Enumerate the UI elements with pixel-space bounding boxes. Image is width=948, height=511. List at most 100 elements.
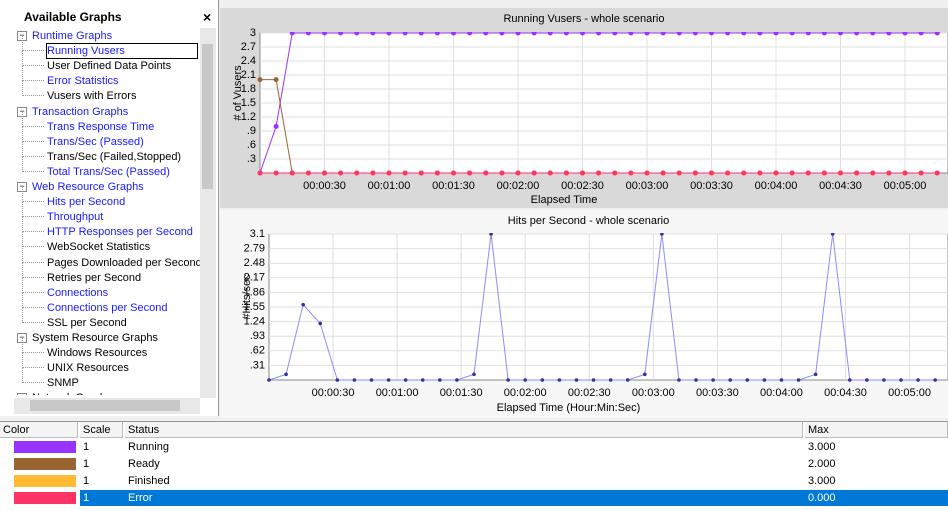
x-tick-label: 00:03:30 [690,180,733,192]
tree-item[interactable]: HTTP Responses per Second [47,226,193,239]
tree-item[interactable]: WebSocket Statistics [47,241,151,254]
tree-item[interactable]: Trans/Sec (Passed) [47,135,144,148]
data-point [563,170,569,176]
column-header: Status [125,422,803,438]
data-point [451,32,456,36]
x-axis-label: Elapsed Time (Hour:Min:Sec) [497,402,641,414]
x-tick-label: 00:03:00 [632,387,675,399]
status-cell[interactable]: Finished [128,475,170,487]
y-axis-label: #Hits/sec [241,274,253,320]
scale-cell[interactable]: 1 [83,441,90,453]
close-button[interactable]: × [203,9,212,25]
data-point [745,378,750,382]
vertical-scrollbar[interactable] [200,28,216,398]
x-tick-label: 00:02:00 [497,180,540,192]
tree-item[interactable]: Throughput [47,211,104,224]
data-point [523,378,528,382]
status-cell[interactable]: Running [128,441,169,453]
tree-item[interactable]: UNIX Resources [47,362,129,375]
data-point [711,378,715,382]
color-swatch [14,458,76,470]
y-axis-label: # of Vusers [232,65,244,121]
tree-item[interactable]: Error Statistics [47,75,119,88]
data-point [472,372,476,377]
tree-item[interactable]: System Resource Graphs [32,332,158,344]
tree-item[interactable]: Vusers with Errors [47,90,137,103]
charts-area: Running Vusers - whole scenario Elapsed T… [220,8,948,418]
data-point [338,32,344,36]
tree-item[interactable]: Connections [47,286,109,299]
data-point [694,378,698,382]
x-tick-label: 00:03:30 [696,387,739,399]
y-tick-label: 2.1 [241,69,256,81]
data-point [386,378,391,382]
max-cell[interactable]: 2.000 [808,458,836,470]
graph-tree-panel: Available Graphs × − Runtime Graphs Runnin… [0,0,219,416]
max-cell[interactable]: 3.000 [808,441,836,453]
color-swatch [14,475,76,487]
data-point [267,378,271,382]
scale-cell[interactable]: 1 [83,492,90,504]
color-swatch [14,441,76,453]
data-point [934,32,940,36]
tree-item[interactable]: Running Vusers [46,43,198,60]
data-point [455,378,459,382]
data-point [580,170,585,176]
tree-item[interactable]: Trans Response Time [47,120,155,133]
x-tick-label: 00:01:00 [368,180,411,192]
data-point [882,378,886,382]
tree-item[interactable]: Total Trans/Sec (Passed) [47,165,170,178]
data-point [354,170,360,176]
data-point [438,378,442,382]
tree-item[interactable]: SNMP [47,377,79,390]
tree-item[interactable]: Trans/Sec (Failed,Stopped) [47,150,182,163]
data-point [854,170,860,176]
tree-item[interactable]: Connections per Second [47,301,168,314]
tree-item[interactable]: User Defined Data Points [47,60,172,73]
tree-item[interactable]: Runtime Graphs [32,30,113,42]
data-point [741,32,747,36]
data-point [660,32,666,36]
tree-item[interactable]: Web Resource Graphs [32,181,144,193]
data-point [644,170,650,176]
data-point [886,170,892,176]
data-point [757,32,763,36]
data-point [531,32,537,36]
scale-cell[interactable]: 1 [83,475,90,487]
x-tick-label: 00:04:30 [819,180,862,192]
tree-item[interactable]: Network Graphs [32,391,111,395]
data-point [402,32,408,36]
expand-toggle[interactable]: − [17,393,27,395]
data-point [838,32,843,36]
data-point [916,378,920,382]
max-cell[interactable]: 0.000 [808,492,836,504]
data-point [354,32,360,36]
x-tick-label: 00:00:30 [303,180,346,192]
tree-item[interactable]: Hits per Second [47,196,126,209]
tree-item[interactable]: Pages Downloaded per Second [47,256,200,269]
data-point [676,170,682,176]
data-point [865,378,869,382]
tree-item[interactable]: Windows Resources [47,347,148,360]
x-tick-label: 00:04:30 [824,387,867,399]
max-cell[interactable]: 3.000 [808,475,836,487]
data-point [434,170,440,176]
data-point [789,32,795,36]
status-cell[interactable]: Error [128,492,153,504]
tree-item[interactable]: SSL per Second [47,316,127,329]
status-cell[interactable]: Ready [128,458,160,470]
tree-connector [22,292,44,308]
scale-cell[interactable]: 1 [83,458,90,470]
y-tick-label: .31 [250,359,265,371]
tree-connector [22,81,44,97]
tree-item[interactable]: Retries per Second [47,271,142,284]
data-point [762,378,767,382]
x-tick-label: 00:02:30 [561,180,604,192]
horizontal-scrollbar[interactable] [14,398,200,414]
data-point [725,170,731,176]
tree-item[interactable]: Transaction Graphs [32,105,129,118]
data-point [933,378,937,382]
chart-title: Hits per Second - whole scenario [508,215,669,227]
y-tick-label: 3.1 [250,228,265,240]
tree-connector [22,156,44,172]
